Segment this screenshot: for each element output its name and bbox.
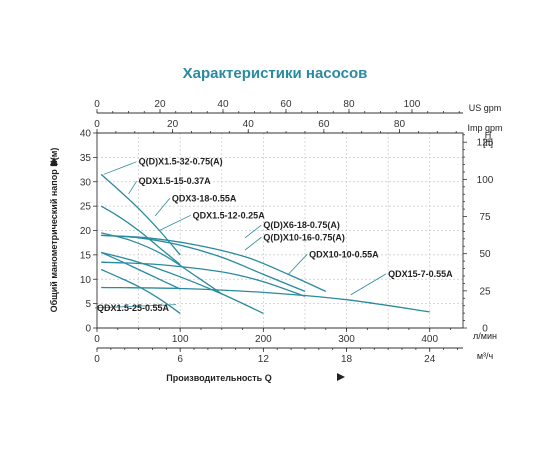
curve-1 (100, 205, 181, 266)
x-axis-m3h-unit: м³/ч (477, 351, 494, 361)
label-leader (154, 197, 171, 217)
y-ft-tick-label: 100 (477, 175, 494, 186)
label-leader (244, 224, 262, 239)
x-axis-imp-gpm: 0 20 40 60 80 Imp gpm (94, 119, 503, 134)
x-axis-imp-gpm-tick-label: 20 (167, 119, 179, 130)
label-leader (244, 236, 262, 251)
x-axis-m3h-tick-label: 12 (258, 354, 270, 365)
x-axis-lpm-tick-label: 400 (421, 334, 438, 345)
x-axis-imp-gpm-tick-label: 80 (394, 119, 406, 130)
x-axis-imp-gpm-unit: Imp gpm (467, 123, 502, 133)
y-tick-label: 30 (80, 177, 92, 188)
y-tick-label: 0 (85, 324, 91, 335)
label-text: QDX1.5-12-0.25A (193, 210, 266, 220)
y-tick-label: 10 (80, 275, 92, 286)
curve-label-8: QDX1.5-25-0.55A (94, 303, 177, 313)
curve-0 (100, 173, 181, 256)
x-axis-us-gpm-tick-label: 80 (343, 99, 355, 110)
chart-title: Характеристики насосов (183, 65, 368, 82)
y-axis-title: Общий манометрический напор H(м) (49, 148, 59, 313)
label-leader (128, 180, 137, 195)
curve-label-5: Q(D)X10-16-0.75(A) (244, 232, 345, 251)
x-axis-us-gpm-tick-label: 40 (217, 99, 229, 110)
label-text: Q(D)X1.5-32-0.75(A) (139, 157, 223, 167)
x-axis-imp-gpm-tick-label: 60 (318, 119, 330, 130)
x-axis-m3h-tick-label: 0 (94, 354, 100, 365)
label-text: Q(D)X6-18-0.75(A) (263, 220, 340, 230)
performance-curves (100, 173, 430, 314)
x-axis-title: Производительность Q (166, 373, 271, 383)
x-axis-us-gpm-tick-label: 100 (404, 99, 421, 110)
curve-7 (101, 286, 430, 313)
curve-label-3: QDX1.5-12-0.25A (159, 210, 266, 231)
y-tick-label: 20 (80, 226, 92, 237)
y-ft-tick-label: 0 (482, 324, 488, 335)
y-ft-tick-label: 50 (479, 249, 491, 260)
x-axis-imp-gpm-tick-label: 40 (243, 119, 255, 130)
label-leader (94, 304, 177, 309)
x-axis-us-gpm-tick-label: 0 (94, 99, 100, 110)
label-text: QDX10-10-0.55A (309, 249, 379, 259)
curve-3 (100, 251, 181, 290)
x-axis-m3h-tick-label: 6 (177, 354, 183, 365)
x-axis-lpm-tick-label: 300 (338, 334, 355, 345)
curve-label-0: Q(D)X1.5-32-0.75(A) (103, 157, 223, 175)
label-text: QDX1.5-25-0.55A (97, 303, 170, 313)
label-leader (103, 161, 137, 175)
label-text: QDX15-7-0.55A (388, 269, 453, 279)
x-axis-imp-gpm-tick-label: 0 (94, 119, 100, 130)
y-tick-label: 35 (80, 153, 92, 164)
x-axis-lpm-tick-label: 200 (255, 334, 272, 345)
label-text: Q(D)X10-16-0.75(A) (263, 232, 345, 242)
label-text: QDX3-18-0.55A (172, 193, 237, 203)
curve-label-6: QDX10-10-0.55A (288, 249, 379, 275)
x-axis-lpm-tick-label: 0 (94, 334, 100, 345)
x-axis-lpm-unit: л/мин (473, 331, 497, 341)
y-tick-label: 15 (80, 250, 92, 261)
curve-label-4: Q(D)X6-18-0.75(A) (244, 220, 340, 239)
x-axis-us-gpm-tick-label: 20 (154, 99, 166, 110)
curve-5 (101, 234, 327, 292)
curve-8 (100, 268, 181, 314)
x-axis-m3h-tick-label: 18 (341, 354, 353, 365)
x-axis-us-gpm: 0 20 40 60 80 100 US gpm (94, 99, 502, 114)
curve-6 (101, 261, 306, 297)
y-ft-tick-label: 75 (479, 212, 491, 223)
x-axis-lpm: 0 100 200 300 400 л/мин (94, 327, 497, 345)
x-axis-m3h: 0 6 12 18 24 м³/ч (94, 347, 494, 365)
curve-label-7: QDX15-7-0.55A (350, 269, 453, 296)
x-axis-lpm-tick-label: 100 (172, 334, 189, 345)
x-axis-title-arrow (337, 373, 345, 381)
x-axis-m3h-tick-label: 24 (424, 354, 436, 365)
y-tick-label: 5 (85, 299, 91, 310)
label-text: QDX1.5-15-0.37A (139, 176, 212, 186)
y-axis-title-arrow (50, 157, 58, 165)
label-leader (350, 273, 387, 296)
y-ft-tick-label: 125 (477, 138, 494, 149)
label-leader (159, 214, 191, 231)
y-ft-tick-label: 25 (479, 286, 491, 297)
curve-label-2: QDX3-18-0.55A (154, 193, 237, 217)
y-tick-label: 40 (80, 129, 92, 140)
x-axis-us-gpm-tick-label: 60 (280, 99, 292, 110)
curve-labels: Q(D)X1.5-32-0.75(A) QDX1.5-15-0.37A QDX3-1… (94, 157, 453, 313)
curve-2 (101, 232, 223, 295)
y-ft-unit-bracket: [ft] (483, 138, 493, 148)
label-leader (288, 254, 308, 275)
x-axis-us-gpm-unit: US gpm (469, 103, 502, 113)
curve-label-1: QDX1.5-15-0.37A (128, 176, 212, 195)
y-tick-label: 25 (80, 202, 92, 213)
y-ft-unit: H (485, 130, 492, 140)
curve-9 (101, 251, 264, 314)
